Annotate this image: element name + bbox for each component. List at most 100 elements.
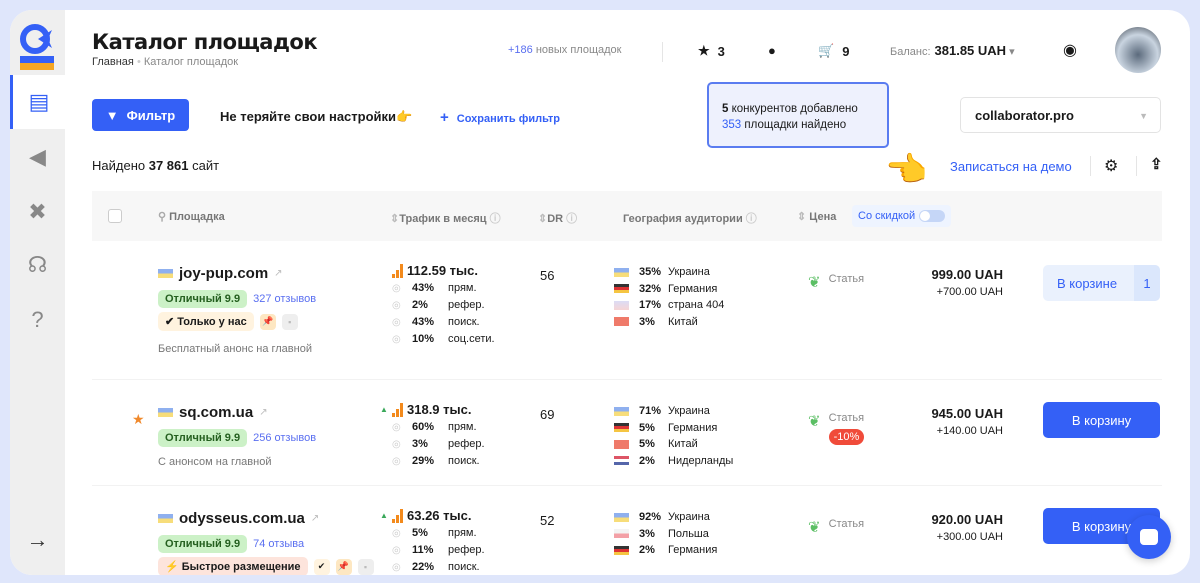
notifications-button[interactable]: ● (768, 43, 776, 58)
reviews-link[interactable]: 256 отзывов (253, 432, 317, 444)
price-value: 920.00 UAH (931, 512, 1003, 527)
sidebar-item-tools[interactable]: ✖ (10, 185, 65, 239)
chevron-down-icon: ▾ (1009, 46, 1015, 58)
avatar[interactable] (1115, 27, 1161, 73)
external-link-icon[interactable]: ↗ (310, 513, 320, 524)
book-demo-link[interactable]: Записаться на демо (950, 159, 1072, 174)
in-cart-button[interactable]: В корзине 1 (1043, 265, 1160, 301)
site-name[interactable]: joy-pup.com ↗ (158, 265, 283, 282)
breadcrumb-home[interactable]: Главная (92, 56, 134, 68)
sort-traffic-header[interactable]: ⇕Трафик в месяц ⓘ (390, 213, 501, 225)
external-link-icon[interactable]: ↗ (259, 407, 268, 418)
chat-bubble-icon: ● (768, 43, 776, 58)
dr-value: 69 (540, 407, 555, 422)
geo-cell: 71% Украина 5% Германия 5% Китай 2% Нидерланды (614, 403, 733, 469)
site-name[interactable]: odysseus.com.ua ↗ (158, 510, 319, 527)
app-window: ▤ ◀ ✖ ☊ ? → Каталог площадок Главная • К… (10, 10, 1190, 575)
keep-settings-text: Не теряйте свои настройки👉 (220, 109, 413, 124)
ukraine-flag-icon (158, 269, 173, 278)
geo-cell: 92% Украина 3% Польша 2% Германия (614, 509, 717, 559)
table-row: joy-pup.com ↗ Отличный 9.9 327 отзывов ✔ Тол… (92, 241, 1162, 380)
traffic-source: ◎ 5% прям. (392, 527, 477, 539)
search-icon: ◎ (392, 316, 401, 328)
direct-icon: ◎ (392, 421, 401, 433)
pin-icon: 📌 (335, 558, 352, 575)
new-sites-label: новых площадок (535, 44, 622, 56)
social-icon: ◎ (392, 333, 401, 345)
settings-gear-icon[interactable]: ⚙ (1104, 158, 1119, 175)
sort-dr-header[interactable]: ⇕DR ⓘ (538, 213, 578, 225)
feather-icon: ❦ (808, 274, 821, 291)
sidebar-item-catalog[interactable]: ▤ (10, 75, 65, 129)
traffic-value: 63.26 тыс. (407, 508, 472, 523)
broadcast-icon[interactable]: ◉ (1063, 42, 1077, 59)
traffic-bars-icon (392, 402, 403, 417)
funnel-icon: ▼ (105, 107, 119, 123)
referral-icon: ◎ (392, 438, 401, 450)
rating-badge: Отличный 9.9 (158, 290, 248, 308)
sidebar-item-support[interactable]: ☊ (10, 238, 65, 292)
cn-flag-icon (614, 439, 629, 449)
rating-badge: Отличный 9.9 (158, 535, 248, 553)
discount-badge: -10% (828, 429, 865, 445)
save-filter-link[interactable]: + Сохранить фильтр (440, 109, 560, 126)
external-link-icon[interactable]: ↗ (274, 268, 283, 279)
placement-type: ❦ Статья (808, 273, 865, 291)
geo-item: 35% Украина (614, 264, 724, 281)
traffic-cell: ▲ 318.9 тыс. ◎ 60% прям. ◎ 3% рефер. ◎ 29% поиск. (380, 402, 485, 468)
sidebar-collapse-button[interactable]: → (10, 513, 65, 567)
traffic-source: ◎ 10% соц.сети. (392, 333, 495, 345)
search-icon: ◎ (392, 561, 401, 573)
balance-dropdown[interactable]: Баланс: 381.85 UAH ▾ (890, 43, 1015, 58)
dr-value: 52 (540, 513, 555, 528)
reviews-link[interactable]: 327 отзывов (253, 293, 317, 305)
site-search-header[interactable]: ⚲ Площадка (158, 211, 225, 223)
help-icon: ? (31, 307, 44, 332)
export-upload-icon[interactable]: ⇪ (1150, 156, 1163, 173)
extra-price: +140.00 UAH (936, 425, 1003, 437)
geo-item: 71% Украина (614, 403, 733, 420)
logo[interactable] (18, 24, 56, 72)
cart-icon: 🛒 (818, 43, 835, 58)
cn-flag-icon (614, 317, 629, 327)
project-select[interactable]: collaborator.pro ▼ (960, 97, 1161, 133)
sidebar-item-help[interactable]: ? (10, 293, 65, 347)
feature-tag: ✔ Только у нас (158, 312, 254, 331)
traffic-source: ◎ 29% поиск. (392, 455, 480, 467)
sidebar-item-messages[interactable]: ◀ (10, 130, 65, 184)
new-sites-link[interactable]: +186 новых площадок (508, 44, 621, 56)
breadcrumb-current: Каталог площадок (143, 56, 239, 68)
cart-count: 9 (842, 43, 850, 59)
favorites-button[interactable]: ★ 3 (698, 43, 725, 59)
add-to-cart-button[interactable]: В корзину (1043, 402, 1160, 438)
traffic-bars-icon (392, 508, 403, 523)
found-sites-count: 353 (722, 119, 742, 131)
sort-price-header[interactable]: ⇕ Цена (797, 211, 837, 223)
favorites-count: 3 (717, 43, 725, 59)
traffic-source: ◎ 60% прям. (392, 421, 477, 433)
rating-line: Отличный 9.9 74 отзыва (158, 535, 304, 553)
cart-button[interactable]: 🛒 9 (818, 43, 849, 59)
traffic-source: ◎ 2% рефер. (392, 299, 485, 311)
de-flag-icon (614, 545, 629, 555)
filter-button[interactable]: ▼ Фильтр (92, 99, 189, 131)
reviews-link[interactable]: 74 отзыва (253, 538, 305, 550)
discount-toggle[interactable]: Со скидкой (852, 205, 952, 228)
chat-widget-button[interactable] (1127, 515, 1171, 559)
site-name[interactable]: sq.com.ua ↗ (158, 404, 268, 421)
headset-icon: ☊ (27, 252, 48, 277)
arrow-right-icon: → (26, 527, 49, 552)
404-flag-icon (614, 300, 629, 310)
project-value: collaborator.pro (975, 108, 1074, 123)
favorite-star-icon[interactable]: ★ (132, 411, 145, 427)
tools-icon: ✖ (28, 199, 47, 224)
info-icon: ⓘ (566, 213, 578, 225)
geo-item: 2% Нидерланды (614, 453, 733, 470)
direct-icon: ◎ (392, 282, 401, 294)
direct-icon: ◎ (392, 527, 401, 539)
price: 999.00 UAH +700.00 UAH (931, 267, 1003, 298)
select-all-checkbox[interactable] (108, 209, 122, 223)
feather-icon: ❦ (808, 413, 821, 430)
toggle-switch[interactable] (919, 210, 946, 223)
extra-price: +300.00 UAH (936, 531, 1003, 543)
